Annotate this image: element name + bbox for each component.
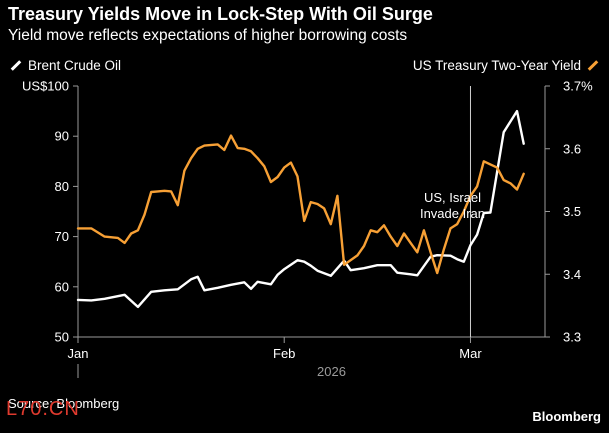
left-axis-top-label: US$100 [22,79,69,94]
right-tick-label: 3.4 [563,267,581,282]
left-tick-label: 50 [55,330,69,345]
legend-yield: US Treasury Two-Year Yield [413,58,601,73]
legend-yield-label: US Treasury Two-Year Yield [412,58,581,73]
right-tick-label: 3.6 [563,141,581,156]
chart-title: Treasury Yields Move in Lock-Step With O… [8,4,433,24]
event-annotation-label: Invade Iran [420,206,485,221]
legend-oil-label: Brent Crude Oil [28,58,122,73]
series-line-treasury-two-year-yield [76,134,525,275]
x-tick-label: Feb [273,346,295,361]
left-tick-label: 60 [55,279,69,294]
left-tick-label: 90 [55,129,69,144]
right-tick-label: 3.5 [563,204,581,219]
right-axis-top-label: 3.7% [563,79,593,94]
series-line-brent-crude-oil [76,109,525,309]
chart-subtitle: Yield move reflects expectations of high… [8,27,408,44]
event-annotation-label: US, Israel [424,190,481,205]
right-tick-label: 3.3 [563,330,581,345]
brand-logo: Bloomberg [532,409,601,424]
left-tick-label: 70 [55,229,69,244]
left-tick-label: 80 [55,179,69,194]
x-tick-label: Mar [459,346,482,361]
source-note: Source: Bloomberg [8,396,120,411]
legend-oil: Brent Crude Oil [8,58,121,73]
x-tick-label: Jan [68,346,89,361]
x-year-label: 2026 [317,364,346,379]
watermark-logo: L70.CN [6,398,80,420]
